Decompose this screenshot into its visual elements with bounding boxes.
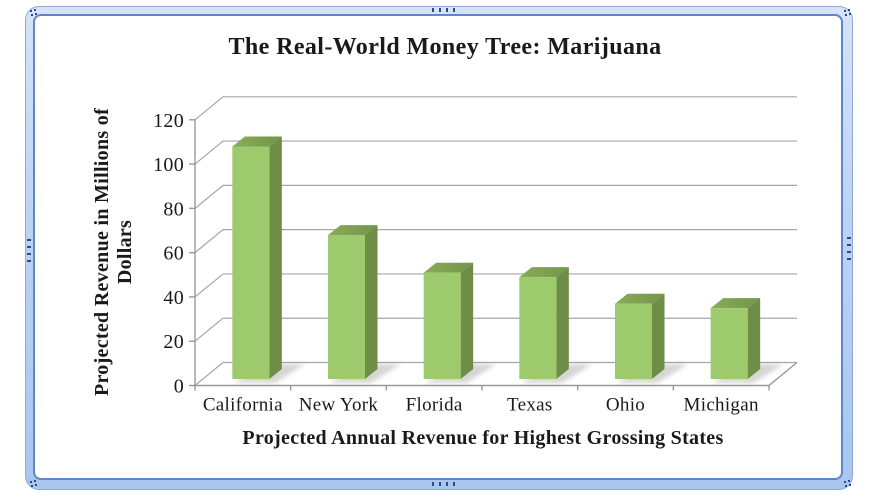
bar-side-texas (556, 267, 569, 379)
bar-top-ohio (615, 293, 665, 304)
gridline-80 (194, 184, 797, 209)
bar-top-california (232, 136, 282, 147)
frame-corner-dots-top-right (844, 9, 852, 17)
y-tick-label-120: 120 (153, 110, 184, 132)
chart-title: The Real-World Money Tree: Marijuana (228, 34, 662, 60)
bar-top-florida (423, 262, 474, 273)
y-axis-title-line2: Dollars (114, 219, 136, 285)
y-tick-label-80: 80 (163, 198, 184, 220)
frame-corner-dots-top-left (30, 9, 38, 17)
frame-corner-dots-bottom-right (844, 480, 852, 488)
bar-ohio (615, 303, 652, 379)
y-axis-title-line1: Projected Revenue in Millions of (91, 107, 113, 397)
bar-side-michigan (747, 298, 761, 379)
frame-handle-bottom-icon (432, 482, 455, 486)
y-tick-label-100: 100 (153, 154, 184, 176)
bar-new-york (328, 235, 365, 379)
bar-michigan (710, 308, 748, 379)
bar-top-michigan (710, 298, 761, 309)
bar-side-new-york (365, 225, 378, 379)
category-label-texas: Texas (507, 395, 553, 416)
x-axis-title: Projected Annual Revenue for Highest Gro… (242, 427, 724, 449)
category-label-michigan: Michigan (684, 395, 759, 416)
y-tick-label-0: 0 (174, 376, 184, 398)
frame-inner-panel (33, 14, 843, 480)
y-axis-title: Projected Revenue in Millions of Dollars (91, 87, 137, 417)
bar-side-ohio (652, 293, 665, 379)
frame-handle-right-icon (847, 237, 851, 260)
y-tick-label-20: 20 (163, 331, 184, 353)
bar-texas (519, 277, 557, 379)
bar-california (232, 146, 270, 379)
bar-top-new-york (328, 225, 378, 236)
y-tick-label-60: 60 (163, 243, 184, 265)
bar-side-california (269, 136, 282, 379)
frame-handle-top-icon (432, 8, 455, 12)
gridline-120 (194, 96, 797, 121)
category-label-new-york: New York (299, 395, 379, 416)
gridline-40 (194, 273, 797, 298)
gridline-60 (194, 229, 797, 254)
y-tick-label-40: 40 (163, 287, 184, 309)
frame-corner-dots-bottom-left (30, 480, 38, 488)
category-label-florida: Florida (406, 395, 463, 416)
category-label-ohio: Ohio (606, 395, 645, 416)
gridline-100 (194, 140, 797, 165)
frame-handle-left-icon (27, 239, 31, 262)
bar-side-florida (460, 262, 474, 379)
gridline-20 (194, 317, 797, 342)
bar-top-texas (519, 267, 569, 278)
gridline-0 (194, 361, 797, 386)
bar-florida (423, 272, 461, 379)
axis-lines (194, 119, 798, 387)
category-label-california: California (203, 395, 283, 416)
